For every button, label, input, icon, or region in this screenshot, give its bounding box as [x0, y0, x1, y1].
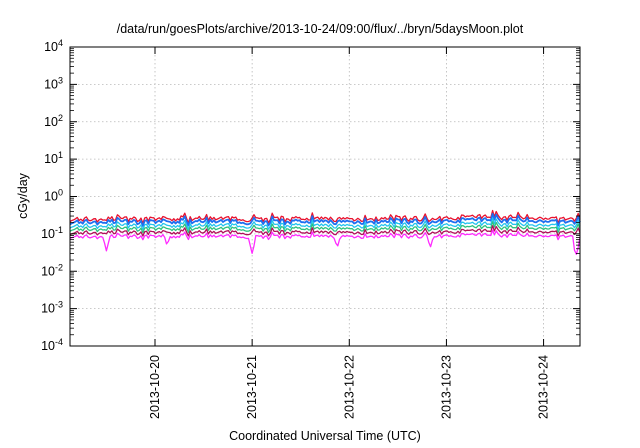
y-tick-label: 10-1 — [41, 225, 63, 241]
x-tick-label: 2013-10-21 — [245, 355, 259, 419]
y-tick-label: 10-3 — [41, 300, 63, 316]
x-axis-label: Coordinated Universal Time (UTC) — [229, 429, 421, 443]
series-line-3 — [69, 217, 581, 231]
x-tick-label: 2013-10-20 — [148, 355, 162, 419]
y-tick-label: 100 — [44, 188, 63, 204]
series-line-1 — [69, 209, 581, 224]
series-line-2 — [69, 212, 581, 227]
chart-title: /data/run/goesPlots/archive/2013-10-24/0… — [116, 22, 524, 36]
plot-frame — [69, 46, 581, 347]
series-line-5 — [69, 225, 581, 237]
y-tick-label: 102 — [44, 113, 63, 129]
series-line-6 — [69, 229, 581, 255]
x-tick-label: 2013-10-23 — [439, 355, 453, 419]
grid-lines — [70, 47, 580, 346]
axes: 10-4 10-3 10-2 10-1 100 101 102 103 104 2013-10-2… — [41, 38, 581, 419]
x-tick-label: 2013-10-22 — [342, 355, 356, 419]
y-tick-label: 103 — [44, 75, 63, 91]
y-tick-label: 10-4 — [41, 337, 63, 353]
series-lines — [69, 209, 581, 255]
y-tick-label: 101 — [44, 150, 63, 166]
y-tick-label: 10-2 — [41, 262, 63, 278]
y-tick-label: 104 — [44, 38, 63, 54]
series-line-4 — [69, 221, 581, 234]
x-tick-label: 2013-10-24 — [537, 355, 551, 419]
